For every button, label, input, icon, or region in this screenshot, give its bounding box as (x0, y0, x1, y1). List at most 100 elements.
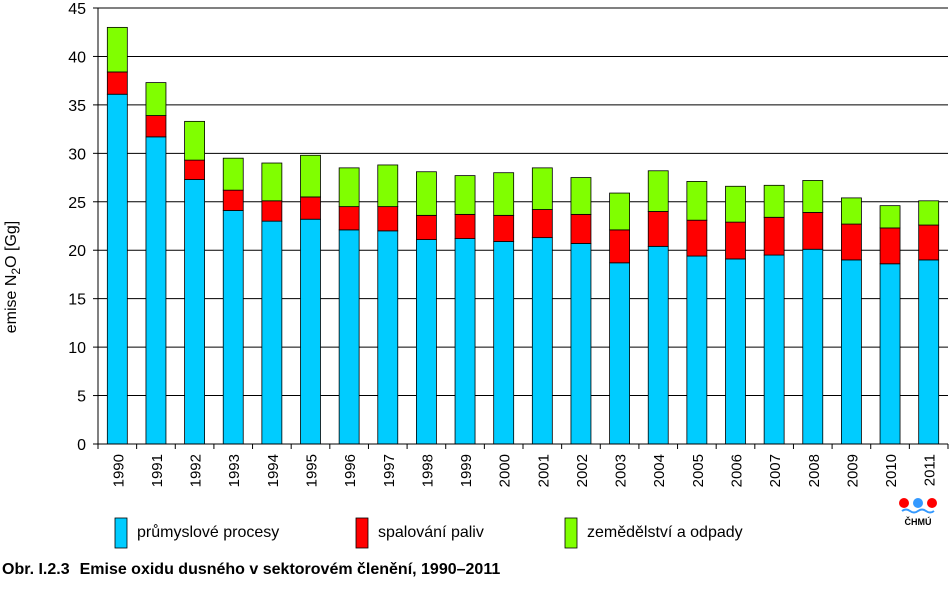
x-tick-label-1996: 1996 (342, 454, 359, 487)
bar-2007-agriculture (763, 184, 785, 218)
bar-2010-agriculture (879, 205, 901, 229)
bar-1996-agriculture (338, 167, 360, 208)
bar-1992-agriculture (184, 120, 205, 161)
bar-1998-industry (416, 239, 437, 445)
x-tick-label-2009: 2009 (844, 454, 861, 487)
bar-2000-combustion (493, 214, 515, 242)
bar-2007-combustion (763, 216, 785, 256)
bar-2000-industry (493, 241, 515, 445)
bar-1993-combustion (222, 189, 244, 211)
y-tick-label-35: 35 (68, 98, 86, 115)
logo-circle-left (899, 498, 909, 508)
bar-2006-agriculture (725, 185, 746, 223)
bar-2002-combustion (570, 213, 592, 244)
bar-1998-agriculture (416, 171, 437, 216)
bar-2003-industry (609, 262, 630, 445)
x-tick-label-2005: 2005 (690, 454, 707, 487)
bar-1995-combustion (300, 196, 321, 220)
y-tick-label-45: 45 (68, 1, 86, 18)
x-tick-label-1998: 1998 (419, 454, 436, 487)
y-tick-label-40: 40 (68, 49, 86, 66)
y-tick-label-25: 25 (68, 195, 86, 212)
bar-2000-agriculture (493, 172, 515, 216)
bar-2005-agriculture (686, 181, 708, 221)
bars (106, 26, 940, 445)
axes (93, 7, 949, 449)
bar-2001-combustion (531, 209, 553, 239)
figure-number: Obr. I.2.3 (2, 561, 70, 578)
bar-1996-combustion (338, 206, 360, 231)
bar-1992-industry (184, 179, 205, 445)
bar-1995-industry (300, 218, 321, 445)
bar-1995-agriculture (300, 154, 321, 198)
y-tick-label-15: 15 (68, 292, 86, 309)
bar-1990-combustion (106, 71, 128, 95)
x-tick-label-2008: 2008 (806, 454, 823, 487)
x-tick-label-1993: 1993 (226, 454, 243, 487)
y-axis-label: emise N2O [Gg] (3, 221, 23, 334)
legend-label-agriculture: zemědělství a odpady (587, 524, 743, 541)
figure-title: Emise oxidu dusného v sektorovém členění… (79, 561, 501, 578)
x-tick-label-2011: 2011 (922, 454, 939, 486)
bar-1992-combustion (184, 159, 205, 180)
bar-1990-industry (106, 93, 128, 445)
bar-2011-agriculture (918, 200, 940, 226)
legend-label-industry: průmyslové procesy (137, 523, 279, 541)
logo-wave (901, 508, 935, 514)
bar-2006-combustion (725, 221, 746, 260)
bar-1994-agriculture (261, 162, 283, 202)
y-tick-label-20: 20 (68, 243, 86, 260)
x-tick-label-2000: 2000 (497, 454, 514, 487)
logo-circle-right (927, 498, 937, 508)
legend-swatch-combustion (355, 517, 369, 549)
bar-1997-industry (377, 230, 399, 445)
bar-2009-industry (841, 259, 862, 445)
bar-1994-combustion (261, 200, 283, 222)
bar-2009-combustion (841, 223, 862, 261)
bar-2010-combustion (879, 227, 901, 265)
bar-2004-agriculture (647, 170, 669, 212)
bar-1999-industry (454, 238, 476, 445)
x-tick-label-2006: 2006 (729, 454, 746, 487)
bar-2002-agriculture (570, 177, 592, 215)
x-tick-label-1990: 1990 (110, 454, 127, 487)
bar-2003-agriculture (609, 192, 630, 231)
logo-text: ČHMÚ (905, 516, 932, 527)
y-tick-label-10: 10 (68, 340, 86, 357)
bar-1998-combustion (416, 214, 437, 240)
x-tick-label-2002: 2002 (574, 454, 591, 487)
bar-2004-combustion (647, 211, 669, 247)
legend-swatch-agriculture (564, 517, 578, 549)
bar-1999-combustion (454, 213, 476, 239)
bar-2001-industry (531, 237, 553, 445)
chmu-logo: ČHMÚ (899, 498, 937, 527)
bar-2011-industry (918, 259, 940, 445)
x-tick-label-1994: 1994 (265, 454, 282, 487)
x-tick-labels: 1990 1991 1992 1993 1994 1995 1996 1997 1998 1999… (110, 454, 938, 487)
bar-1991-agriculture (145, 82, 167, 116)
bar-2005-combustion (686, 219, 708, 257)
x-tick-label-1999: 1999 (458, 454, 475, 487)
x-tick-label-2003: 2003 (613, 454, 630, 487)
bar-1990-agriculture (106, 26, 128, 73)
bar-2002-industry (570, 243, 592, 445)
y-tick-label-30: 30 (68, 146, 86, 163)
bar-2008-combustion (802, 212, 824, 250)
bar-2008-agriculture (802, 180, 824, 213)
y-tick-labels: 0 5 10 15 20 25 30 35 40 45 (68, 1, 86, 454)
logo-circle-middle (913, 498, 923, 508)
x-tick-label-2007: 2007 (767, 454, 784, 487)
bar-1991-combustion (145, 115, 167, 138)
bar-2008-industry (802, 248, 824, 445)
bar-1997-combustion (377, 206, 399, 232)
y-tick-label-5: 5 (77, 389, 86, 406)
x-tick-label-1991: 1991 (149, 454, 166, 487)
bar-1994-industry (261, 220, 283, 445)
bar-2001-agriculture (531, 167, 553, 210)
x-tick-label-1997: 1997 (381, 454, 398, 487)
bar-2009-agriculture (841, 197, 862, 225)
bar-2005-industry (686, 255, 708, 445)
x-tick-label-1995: 1995 (304, 454, 321, 487)
figure-caption: Obr. I.2.3 Emise oxidu dusného v sektorov… (2, 561, 500, 579)
